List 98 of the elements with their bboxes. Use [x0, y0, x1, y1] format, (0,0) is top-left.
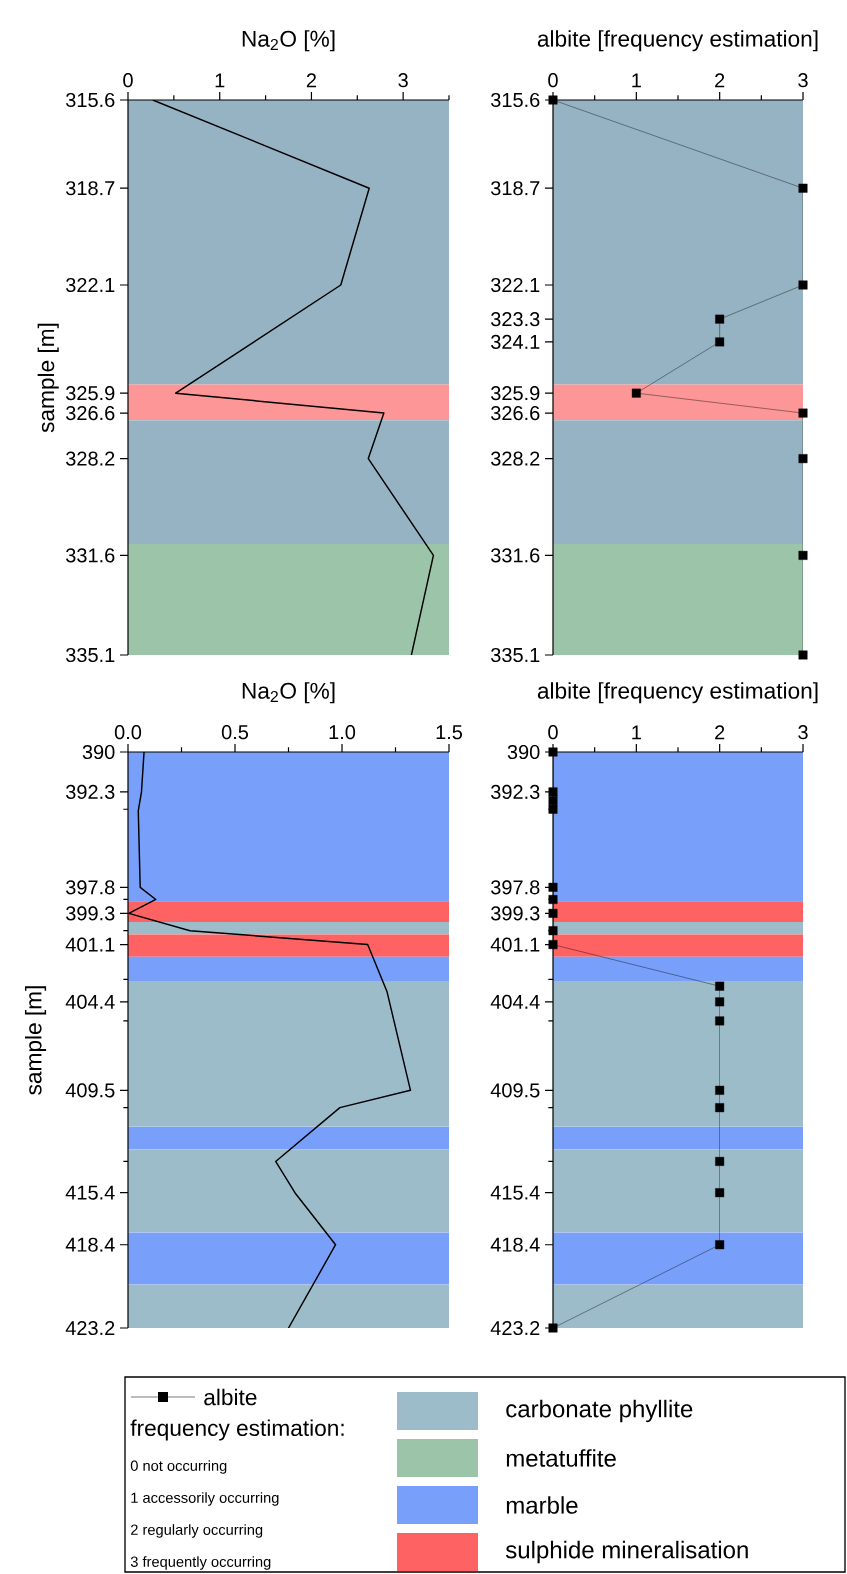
- point: [715, 1188, 725, 1198]
- x-tick-label: 2: [306, 73, 316, 88]
- point: [715, 1240, 725, 1250]
- y-tick-label: 328.2: [491, 451, 540, 466]
- legend-label: albite: [204, 1388, 257, 1406]
- y-tick-label: 322.1: [491, 277, 540, 293]
- x-tick-label: 2: [715, 73, 725, 88]
- point: [798, 408, 808, 418]
- y-tick-label: 418.4: [65, 1237, 115, 1252]
- point: [798, 183, 808, 193]
- x-axis-title: Na$_{2}$O [%]: [242, 682, 335, 704]
- point: [798, 454, 808, 464]
- x-tick-label: 1.5: [436, 725, 463, 740]
- y-tick-label: 315.6: [491, 92, 540, 108]
- y-tick-label: 335.1: [65, 647, 115, 663]
- point: [548, 796, 558, 806]
- y-tick-label: 392.3: [65, 784, 115, 799]
- y-tick-label: 399.3: [491, 906, 540, 921]
- text: 0 not occurring: [130, 1460, 227, 1474]
- y-tick-label: 326.6: [491, 405, 540, 421]
- x-tick-label: 3: [798, 73, 808, 88]
- x-tick-label: 3: [398, 73, 408, 88]
- point: [798, 550, 808, 560]
- point: [548, 804, 558, 814]
- y-tick-label: 315.6: [65, 92, 115, 108]
- category-label: marble: [506, 1496, 578, 1514]
- point: [631, 388, 641, 398]
- text: frequency estimation:: [130, 1419, 344, 1441]
- y-tick-label: 397.8: [65, 880, 115, 895]
- point: [548, 882, 558, 892]
- x-axis-title: Na$_{2}$O [%]: [242, 30, 335, 52]
- category-label: carbonate phyllite: [506, 1399, 693, 1423]
- category-label: metatuffite: [506, 1449, 616, 1467]
- point: [548, 1323, 558, 1333]
- y-tick-label: 399.3: [65, 906, 115, 921]
- y-tick-label: 392.3: [491, 784, 540, 799]
- point: [715, 314, 725, 324]
- x-tick-label: 0: [548, 725, 558, 740]
- y-tick-label: 423.2: [65, 1320, 115, 1336]
- text: 1 accessorily occurring: [131, 1492, 279, 1506]
- y-tick-label: 418.4: [490, 1237, 540, 1252]
- y-tick-label: 401.1: [490, 937, 540, 952]
- x-tick-label: 1.0: [329, 725, 356, 740]
- y-tick-label: 331.6: [65, 548, 115, 563]
- x-tick-label: 1: [215, 73, 225, 88]
- y-tick-label: 325.9: [491, 386, 540, 401]
- x-tick-label: 2: [715, 725, 725, 740]
- y-tick-label: 335.1: [491, 647, 540, 663]
- x-axis-title: albite [frequency estimation]: [537, 30, 818, 52]
- y-tick-label: 324.1: [491, 334, 540, 349]
- x-tick-label: 0.5: [221, 725, 249, 740]
- x-tick-label: 0: [548, 73, 558, 88]
- point: [715, 981, 725, 991]
- y-tick-label: 423.2: [490, 1320, 540, 1336]
- point: [548, 940, 558, 950]
- point: [715, 1103, 725, 1113]
- x-tick-label: 1: [632, 725, 641, 740]
- point: [548, 747, 558, 757]
- y-tick-label: 390: [507, 744, 540, 760]
- y-tick-label: 404.4: [490, 994, 540, 1009]
- point: [798, 280, 808, 290]
- y-tick-label: 409.5: [65, 1083, 115, 1098]
- y-axis-title: sample [m]: [24, 986, 47, 1095]
- x-tick-label: 0: [123, 73, 133, 88]
- point: [548, 787, 558, 797]
- text: 3 frequently occurring: [130, 1556, 271, 1570]
- point: [715, 1085, 725, 1095]
- y-tick-label: 318.7: [65, 181, 115, 196]
- y-tick-label: 318.7: [491, 181, 540, 196]
- point: [548, 95, 558, 105]
- y-tick-label: 326.6: [65, 405, 115, 421]
- x-tick-label: 3: [798, 725, 808, 740]
- point: [548, 908, 558, 918]
- y-tick-label: 401.1: [65, 937, 115, 952]
- y-tick-label: 323.3: [491, 312, 540, 327]
- y-tick-label: 415.4: [65, 1185, 115, 1200]
- y-tick-label: 409.5: [490, 1083, 540, 1098]
- x-tick-label: 0.0: [114, 725, 142, 740]
- point: [715, 1016, 725, 1026]
- y-tick-label: 328.2: [65, 451, 115, 466]
- category-label: sulphide mineralisation: [505, 1540, 748, 1564]
- y-tick-label: 331.6: [491, 548, 540, 563]
- y-tick-label: 390: [82, 744, 115, 760]
- y-tick-label: 325.9: [65, 386, 115, 401]
- point: [715, 1156, 725, 1166]
- point: [715, 997, 725, 1007]
- point: [798, 650, 808, 660]
- y-tick-label: 415.4: [490, 1185, 540, 1200]
- x-tick-label: 1: [632, 73, 641, 88]
- y-tick-label: 322.1: [65, 277, 115, 293]
- y-tick-label: 404.4: [65, 994, 115, 1009]
- y-axis-title: sample [m]: [37, 323, 59, 433]
- point: [548, 926, 558, 936]
- point: [715, 337, 725, 347]
- point: [548, 895, 558, 904]
- y-tick-label: 397.8: [491, 880, 540, 895]
- x-axis-title: albite [frequency estimation]: [537, 682, 818, 704]
- text: 2 regularly occurring: [131, 1524, 263, 1538]
